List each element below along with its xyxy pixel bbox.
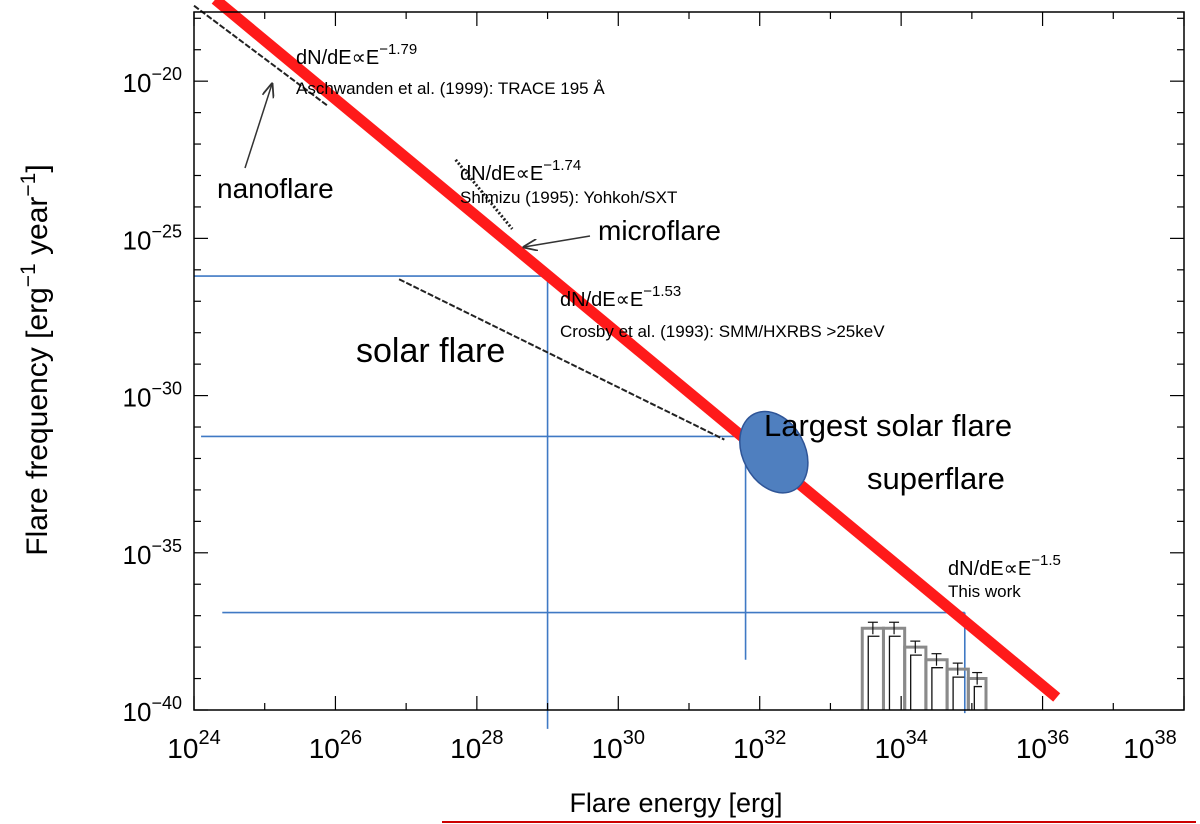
annotation-4: Shimizu (1995): Yohkoh/SXT bbox=[460, 188, 677, 207]
power-law-line bbox=[211, 0, 1061, 702]
annotation-5: microflare bbox=[598, 215, 721, 246]
annotation-10: superflare bbox=[867, 461, 1005, 496]
annotation-11: dN/dE∝E−1.5 bbox=[948, 552, 1061, 580]
annotation-6: dN/dE∝E−1.53 bbox=[560, 283, 681, 311]
histogram-bin-inner bbox=[973, 685, 982, 710]
y-tick-label: 10−30 bbox=[123, 379, 182, 413]
x-tick-label: 1026 bbox=[309, 727, 362, 764]
x-tick-label: 1034 bbox=[874, 727, 927, 764]
y-tick-label: 10−35 bbox=[123, 536, 182, 570]
annotation-12: This work bbox=[948, 582, 1021, 601]
histogram-bin-inner bbox=[931, 667, 944, 710]
y-tick-label: 10−20 bbox=[123, 64, 182, 98]
annotation-3: dN/dE∝E−1.74 bbox=[460, 157, 581, 185]
annotation-2: nanoflare bbox=[217, 173, 334, 204]
y-tick-label: 10−40 bbox=[123, 693, 182, 727]
x-axis-label: Flare energy [erg] bbox=[569, 788, 782, 818]
annotation-9: Largest solar flare bbox=[764, 408, 1012, 443]
x-tick-label: 1032 bbox=[733, 727, 786, 764]
nanoflare-arrow bbox=[244, 84, 272, 169]
prior-study-segment-0 bbox=[193, 4, 329, 108]
x-tick-label: 1024 bbox=[167, 727, 220, 764]
x-tick-label: 1030 bbox=[592, 727, 645, 764]
histogram-bin bbox=[903, 645, 928, 710]
histogram-bin-inner bbox=[888, 635, 901, 710]
x-tick-label: 1028 bbox=[450, 727, 503, 764]
histogram-bin bbox=[860, 626, 885, 710]
annotation-1: Aschwanden et al. (1999): TRACE 195 Å bbox=[296, 79, 605, 98]
x-tick-label: 1038 bbox=[1123, 727, 1176, 764]
histogram-bin-inner bbox=[867, 635, 880, 710]
annotation-0: dN/dE∝E−1.79 bbox=[296, 41, 417, 69]
histogram-bin-inner bbox=[952, 676, 965, 710]
plot-frame bbox=[193, 11, 1185, 711]
annotation-8: solar flare bbox=[356, 332, 505, 370]
histogram-bin-inner bbox=[910, 654, 922, 710]
prior-study-segment-1 bbox=[454, 158, 514, 230]
y-tick-label: 10−25 bbox=[123, 221, 182, 255]
largest-solar-flare-marker bbox=[739, 410, 809, 494]
prior-study-segment-2 bbox=[398, 278, 725, 441]
microflare-arrow bbox=[524, 235, 591, 247]
annotation-7: Crosby et al. (1993): SMM/HXRBS >25keV bbox=[560, 322, 885, 341]
x-tick-label: 1036 bbox=[1016, 727, 1069, 764]
y-axis-label: Flare frequency [erg−1 year−1] bbox=[17, 164, 54, 555]
